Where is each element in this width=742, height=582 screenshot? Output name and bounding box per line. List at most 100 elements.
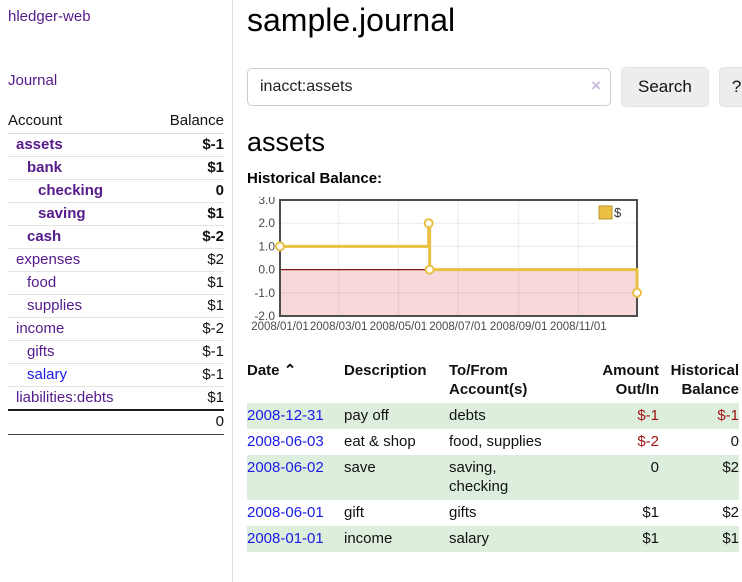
account-balance: $-2 — [202, 228, 224, 245]
svg-text:2008/11/01: 2008/11/01 — [550, 321, 607, 333]
account-row: assets $-1 — [8, 134, 224, 157]
account-balance: $1 — [207, 297, 224, 314]
transaction-row: 2008-06-02 save saving, checking 0 $2 — [247, 455, 739, 500]
account-row: salary $-1 — [8, 363, 224, 387]
account-balance: $-2 — [202, 320, 224, 337]
svg-text:2008/01/01: 2008/01/01 — [251, 321, 309, 333]
transaction-row: 2008-06-01 gift gifts $1 $2 — [247, 500, 739, 526]
txn-balance: $-1 — [717, 407, 739, 424]
txn-balance: $1 — [722, 530, 739, 547]
sidebar-nav: Journal — [8, 72, 224, 90]
accounts-header-row: Account Balance — [8, 110, 224, 134]
accounts-table: Account Balance assets $-1 bank $1 check… — [8, 110, 224, 435]
account-link-liabilities-debts[interactable]: liabilities:debts — [16, 389, 114, 406]
account-link-gifts[interactable]: gifts — [27, 343, 55, 360]
col-header-description[interactable]: Description — [344, 362, 427, 379]
sort-asc-icon: ⌃ — [283, 362, 297, 379]
account-balance: $-1 — [202, 366, 224, 383]
account-link-bank[interactable]: bank — [27, 159, 63, 176]
txn-date-link[interactable]: 2008-06-03 — [247, 433, 324, 450]
account-link-food[interactable]: food — [27, 274, 57, 291]
help-button[interactable]: ? — [718, 67, 742, 107]
txn-description: gift — [344, 504, 365, 521]
txn-accounts: saving, checking — [449, 459, 509, 495]
sidebar-item-journal[interactable]: Journal — [8, 72, 58, 89]
svg-text:2008/05/01: 2008/05/01 — [370, 321, 428, 333]
account-balance: 0 — [215, 182, 224, 199]
account-heading: assets — [247, 127, 326, 157]
account-balance: $1 — [207, 274, 224, 291]
transaction-row: 2008-01-01 income salary $1 $1 — [247, 526, 739, 552]
account-row: food $1 — [8, 271, 224, 295]
main-content: sample.journal × Search ? assets Histori… — [233, 0, 742, 582]
txn-accounts: food, supplies — [449, 433, 542, 450]
accounts-header-balance: Balance — [169, 112, 224, 129]
account-link-saving[interactable]: saving — [38, 205, 86, 222]
account-row: supplies $1 — [8, 294, 224, 318]
txn-amount: $-2 — [637, 433, 659, 450]
account-link-supplies[interactable]: supplies — [27, 297, 83, 314]
search-button[interactable]: Search — [621, 67, 709, 107]
txn-amount: $-1 — [637, 407, 659, 424]
txn-description: save — [344, 459, 376, 476]
account-link-expenses[interactable]: expenses — [16, 251, 81, 268]
svg-text:3.0: 3.0 — [258, 197, 275, 207]
svg-text:2008/03/01: 2008/03/01 — [310, 321, 368, 333]
txn-accounts: gifts — [449, 504, 477, 521]
accounts-total-value: 0 — [215, 413, 224, 430]
brand-link[interactable]: hledger-web — [8, 8, 91, 25]
search-form: × Search ? — [247, 67, 742, 107]
txn-date-link[interactable]: 2008-06-02 — [247, 459, 324, 476]
txn-amount: 0 — [650, 459, 659, 476]
svg-text:2008/07/01: 2008/07/01 — [429, 321, 487, 333]
svg-text:-2.0: -2.0 — [254, 309, 275, 323]
account-row: income $-2 — [8, 317, 224, 341]
search-input[interactable] — [247, 68, 611, 106]
txn-date-link[interactable]: 2008-06-01 — [247, 504, 324, 521]
app-brand: hledger-web — [8, 8, 224, 26]
account-row: bank $1 — [8, 156, 224, 180]
transaction-row: 2008-12-31 pay off debts $-1 $-1 — [247, 403, 739, 429]
account-row: saving $1 — [8, 202, 224, 226]
txn-balance: 0 — [730, 433, 739, 450]
transaction-row: 2008-06-03 eat & shop food, supplies $-2… — [247, 429, 739, 455]
account-row: checking 0 — [8, 179, 224, 203]
page-title: sample.journal — [247, 2, 456, 38]
txn-description: income — [344, 530, 393, 547]
account-link-checking[interactable]: checking — [38, 182, 104, 199]
txn-balance: $2 — [722, 459, 739, 476]
account-link-income[interactable]: income — [16, 320, 65, 337]
account-row: cash $-2 — [8, 225, 224, 249]
svg-text:2.0: 2.0 — [258, 216, 275, 230]
txn-description: eat & shop — [344, 433, 416, 450]
col-header-date[interactable]: Date ⌃ — [247, 362, 297, 379]
account-link-salary[interactable]: salary — [27, 366, 68, 383]
accounts-total-row: 0 — [8, 410, 224, 435]
txn-description: pay off — [344, 407, 389, 424]
clear-search-icon[interactable]: × — [591, 76, 601, 95]
svg-text:2008/09/01: 2008/09/01 — [490, 321, 548, 333]
account-balance: $-1 — [202, 136, 224, 153]
account-balance: $1 — [207, 159, 224, 176]
txn-amount: $1 — [642, 530, 659, 547]
txn-date-link[interactable]: 2008-12-31 — [247, 407, 324, 424]
account-row: liabilities:debts $1 — [8, 386, 224, 411]
col-header-tofrom[interactable]: To/From Account(s) — [449, 362, 528, 398]
transactions-table: Date ⌃ Description To/From Account(s) Am… — [247, 359, 739, 552]
account-row: expenses $2 — [8, 248, 224, 272]
svg-text:0.0: 0.0 — [258, 263, 275, 277]
account-link-assets[interactable]: assets — [16, 136, 63, 153]
txn-amount: $1 — [642, 504, 659, 521]
col-header-balance[interactable]: Historical Balance — [670, 362, 739, 398]
txn-date-link[interactable]: 2008-01-01 — [247, 530, 324, 547]
search-box: × — [247, 68, 611, 106]
account-balance: $1 — [207, 205, 224, 222]
account-balance: $2 — [207, 251, 224, 268]
txn-balance: $2 — [722, 504, 739, 521]
account-balance: $1 — [207, 389, 224, 406]
col-header-amount[interactable]: Amount Out/In — [602, 362, 659, 398]
account-link-cash[interactable]: cash — [27, 228, 62, 245]
svg-text:$: $ — [614, 205, 622, 220]
